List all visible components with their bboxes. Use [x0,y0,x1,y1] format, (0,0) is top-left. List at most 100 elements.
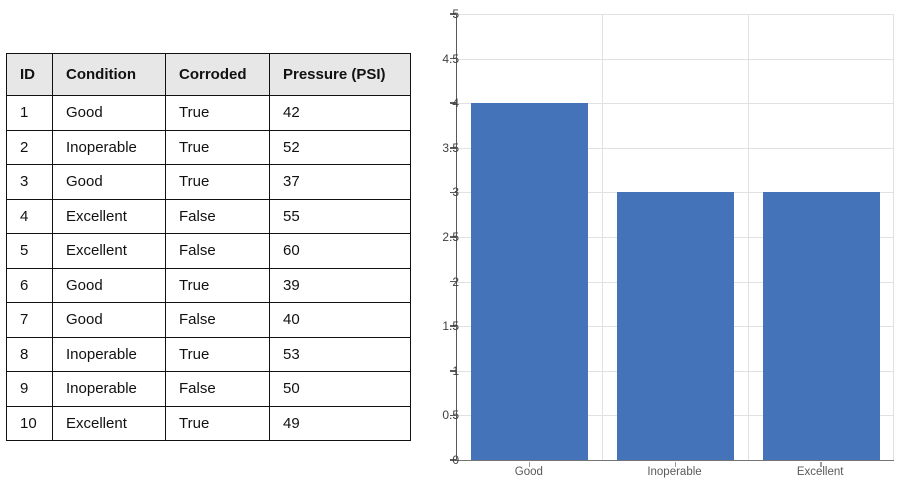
cell-condition: Good [52,302,166,338]
y-axis-tick-label: 3.5 [442,140,459,155]
table-row: 5 Excellent False 60 [6,233,411,269]
bar-inoperable [617,192,734,460]
cell-pressure-psi: 40 [269,302,411,338]
table-row: 7 Good False 40 [6,302,411,338]
y-axis-tick [449,13,456,15]
x-axis-label-excellent: Excellent [796,466,844,478]
cell-pressure-psi: 55 [269,198,411,234]
cell-id: 8 [6,336,53,372]
cell-corroded: False [165,302,270,338]
table-row: 3 Good True 37 [6,164,411,200]
cell-id: 7 [6,302,53,338]
cell-condition: Inoperable [52,129,166,165]
y-axis-tick-label: 4 [452,96,459,111]
col-header-condition: Condition [52,53,166,96]
col-header-corroded: Corroded [165,53,270,96]
cell-pressure-psi: 42 [269,95,411,131]
table-row: 1 Good True 42 [6,95,411,131]
cell-condition: Good [52,95,166,131]
y-axis-tick-label: 1 [452,363,459,378]
h-gridline [457,14,894,15]
y-axis-tick-label: 5 [452,7,459,21]
cell-id: 1 [6,95,53,131]
cell-id: 3 [6,164,53,200]
y-axis-tick [449,57,456,60]
cell-id: 5 [6,233,53,269]
cell-condition: Good [52,164,166,200]
h-gridline [457,147,894,149]
y-axis-tick-label: 2.5 [442,230,459,244]
cell-id: 4 [6,198,53,234]
y-axis-tick [449,191,456,194]
v-gridline [893,14,894,460]
cell-condition: Excellent [52,405,166,441]
y-axis-tick [449,325,456,327]
v-gridline [747,14,749,460]
y-axis-tick [449,370,456,372]
cell-pressure-psi: 39 [269,267,411,303]
y-axis-tick [449,414,456,417]
x-axis-label-good: Good [514,466,543,478]
table-body: 1 Good True 42 2 Inoperable True 52 3 Good True 37 4… [6,95,411,441]
cell-pressure-psi: 52 [269,129,411,165]
table-row: 10 Excellent True 49 [6,405,411,441]
y-axis-tick [449,102,456,104]
table-header: ID Condition Corroded Pressure (PSI) [6,53,411,96]
bar-good [471,103,589,460]
cell-pressure-psi: 60 [269,233,411,269]
cell-condition: Inoperable [52,336,166,372]
bar-excellent [762,192,880,460]
v-gridline [602,14,604,460]
cell-pressure-psi: 50 [269,371,411,407]
cell-id: 9 [6,371,53,407]
cell-condition: Good [52,267,166,303]
table-row: 2 Inoperable True 52 [6,129,411,165]
y-axis-tick [449,280,456,283]
cell-condition: Excellent [52,233,166,269]
y-axis-tick-label: 2 [452,274,459,289]
h-gridline [457,103,894,105]
table-row: 4 Excellent False 55 [6,198,411,234]
cell-corroded: True [165,129,270,165]
cell-condition: Inoperable [52,371,166,407]
y-axis-tick-label: 0.5 [442,408,459,423]
cell-id: 10 [6,405,53,441]
y-axis-tick [449,459,456,461]
h-gridline [457,58,894,60]
cell-pressure-psi: 49 [269,405,411,441]
cell-id: 2 [6,129,53,165]
cell-corroded: True [165,405,270,441]
y-axis-tick-label: 1.5 [442,319,459,334]
x-axis-tick [528,461,531,467]
cell-pressure-psi: 53 [269,336,411,372]
cell-id: 6 [6,267,53,303]
table-row: 8 Inoperable True 53 [6,336,411,372]
col-header-pressure-psi: Pressure (PSI) [269,53,411,96]
cell-corroded: True [165,164,270,200]
pipe-data-table: ID Condition Corroded Pressure (PSI) 1 Good T… [6,53,411,441]
x-axis-label-inoperable: Inoperable [647,466,702,478]
col-header-id: ID [6,53,53,96]
table-row: 9 Inoperable False 50 [6,371,411,407]
table-row: 6 Good True 39 [6,267,411,303]
cell-corroded: True [165,95,270,131]
condition-bar-chart: 0 0.5 1 1.5 2 2.5 3 3.5 4 4.5 5 Good Inoperable Exce… [410,0,904,487]
y-axis-tick-label: 3 [452,185,459,200]
cell-condition: Excellent [52,198,166,234]
cell-corroded: True [165,336,270,372]
y-axis-tick-label: 4.5 [442,51,459,66]
cell-corroded: False [165,233,270,269]
chart-plot-area [449,13,894,461]
x-axis-tick [820,461,822,467]
pipe-data-table-wrap: ID Condition Corroded Pressure (PSI) 1 Good T… [6,53,411,441]
y-axis-tick [449,236,456,238]
cell-pressure-psi: 37 [269,164,411,200]
cell-corroded: True [165,267,270,303]
y-axis-tick-label: 0 [452,453,459,467]
y-axis-tick [449,147,456,149]
x-axis-tick [674,461,676,467]
cell-corroded: False [165,371,270,407]
table-header-row: ID Condition Corroded Pressure (PSI) [6,53,411,96]
cell-corroded: False [165,198,270,234]
